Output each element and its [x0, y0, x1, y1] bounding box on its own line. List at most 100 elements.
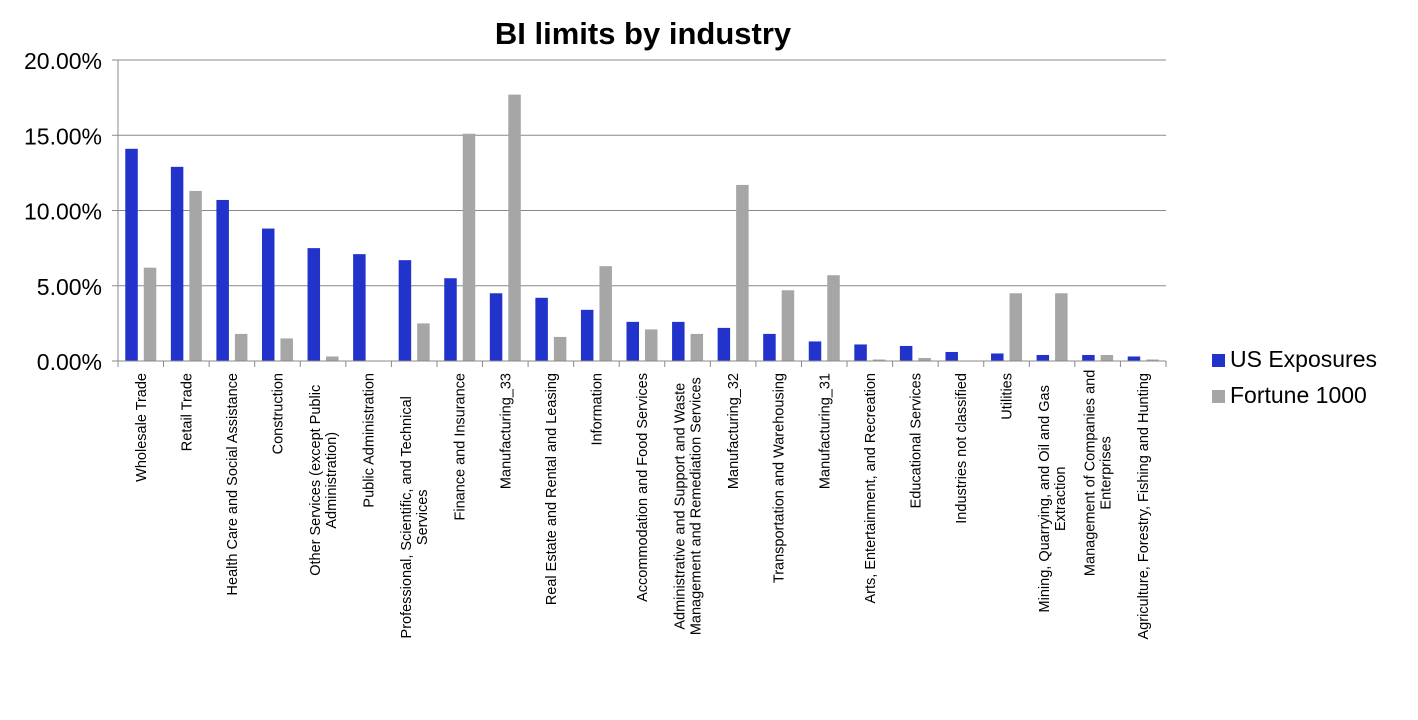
bar-us-exposures: [672, 321, 685, 361]
x-tick-label: Manufacturing_31: [817, 373, 833, 489]
bar-fortune-1000: [1100, 354, 1114, 361]
bar-us-exposures: [1127, 356, 1141, 361]
x-tick-label-line: Administrative and Support and Waste: [673, 383, 689, 630]
bar-us-exposures: [991, 353, 1004, 361]
x-tick-label-line: Public Administration: [362, 373, 378, 508]
bar-us-exposures: [489, 293, 503, 361]
x-tick-label: Manufacturing_33: [498, 373, 514, 489]
bar-fortune-1000: [553, 336, 567, 361]
bar-fortune-1000: [1009, 293, 1023, 361]
bar-us-exposures: [580, 309, 594, 361]
bar-fortune-1000: [781, 290, 795, 361]
bar-us-exposures: [626, 321, 639, 361]
x-tick-label: Health Care and Social Assistance: [225, 373, 241, 595]
x-tick-label-line: Transportation and Warehousing: [772, 373, 788, 583]
x-tick-label: Manufacturing_32: [726, 373, 742, 489]
x-axis-tick-labels: Wholesale Trade Retail Trade Health Care a…: [134, 370, 1152, 640]
bar-us-exposures: [717, 327, 731, 361]
x-tick-label: Arts, Entertainment, and Recreation: [863, 373, 879, 604]
legend-swatch: [1212, 390, 1225, 403]
bar-us-exposures: [170, 166, 184, 361]
bar-fortune-1000: [736, 184, 749, 361]
x-tick-label: Information: [589, 373, 605, 446]
x-tick-label-line: Agriculture, Forestry, Fishing and Hunti…: [1136, 373, 1152, 640]
bar-fortune-1000: [234, 333, 248, 361]
x-tick-label-line: Finance and Insurance: [453, 373, 469, 521]
bar-us-exposures: [535, 297, 548, 361]
bar-fortune-1000: [280, 338, 293, 361]
bar-fortune-1000: [1055, 293, 1068, 361]
bar-us-exposures: [1082, 354, 1095, 361]
y-tick-label: 5.00%: [37, 274, 102, 300]
x-tick-label-line: Information: [589, 373, 605, 446]
bar-us-exposures: [261, 228, 275, 361]
axes: [112, 59, 1167, 367]
x-tick-label: Finance and Insurance: [453, 373, 469, 521]
x-tick-label-line: Arts, Entertainment, and Recreation: [863, 373, 879, 604]
bars: [125, 94, 1159, 362]
bar-fortune-1000: [690, 333, 704, 361]
x-tick-label: Industries not classified: [954, 373, 970, 524]
bar-us-exposures: [854, 344, 867, 361]
bar-us-exposures: [125, 148, 138, 361]
bar-fortune-1000: [462, 133, 476, 361]
x-tick-label-line: Other Services (except Public: [308, 385, 324, 576]
y-tick-label: 20.00%: [24, 48, 102, 74]
x-tick-label: Agriculture, Forestry, Fishing and Hunti…: [1136, 373, 1152, 640]
x-tick-label: Professional, Scientific, and TechnicalS…: [399, 396, 431, 638]
bar-fortune-1000: [508, 94, 521, 362]
bar-us-exposures: [353, 254, 366, 361]
x-tick-label-line: Utilities: [1000, 373, 1016, 420]
x-tick-label: Administrative and Support and WasteMana…: [673, 377, 705, 635]
x-tick-label-line: Wholesale Trade: [134, 373, 150, 482]
legend-label: Fortune 1000: [1230, 382, 1367, 408]
x-tick-label: Utilities: [1000, 373, 1016, 420]
x-tick-label: Wholesale Trade: [134, 373, 150, 482]
x-tick-label: Educational Services: [908, 373, 924, 508]
bar-fortune-1000: [143, 267, 157, 361]
x-tick-label-line: Manufacturing_32: [726, 373, 742, 489]
y-tick-label: 0.00%: [37, 349, 102, 375]
x-tick-label-line: Management and Remediation Services: [689, 377, 705, 635]
x-tick-label-line: Extraction: [1053, 467, 1069, 531]
bar-us-exposures: [808, 341, 822, 361]
x-tick-label: Mining, Quarrying, and Oil and GasExtrac…: [1037, 385, 1069, 612]
x-tick-label-line: Management of Companies and: [1083, 370, 1099, 576]
x-tick-label-line: Manufacturing_31: [817, 373, 833, 489]
x-tick-label: Other Services (except PublicAdministrat…: [308, 385, 340, 576]
bar-us-exposures: [398, 260, 412, 361]
y-tick-label: 15.00%: [24, 123, 102, 149]
bar-fortune-1000: [599, 266, 612, 361]
x-tick-label-line: Enterprises: [1099, 436, 1115, 509]
bar-us-exposures: [1036, 354, 1050, 361]
legend: US Exposures Fortune 1000: [1212, 346, 1377, 408]
bar-fortune-1000: [918, 357, 931, 361]
bar-fortune-1000: [326, 356, 339, 361]
bar-us-exposures: [444, 278, 457, 361]
bar-fortune-1000: [645, 329, 658, 361]
bar-fortune-1000: [872, 359, 886, 361]
x-tick-label: Public Administration: [362, 373, 378, 508]
x-tick-label-line: Professional, Scientific, and Technical: [399, 396, 415, 638]
bar-fortune-1000: [189, 190, 202, 361]
x-tick-label-line: Real Estate and Rental and Leasing: [544, 373, 560, 605]
x-tick-label-line: Construction: [270, 373, 286, 454]
bar-fortune-1000: [1146, 359, 1159, 361]
bar-us-exposures: [307, 248, 321, 361]
bar-us-exposures: [945, 351, 958, 361]
bar-us-exposures: [763, 333, 776, 361]
y-axis-tick-labels: 0.00% 5.00% 10.00% 15.00% 20.00%: [24, 48, 102, 375]
x-tick-label-line: Retail Trade: [179, 373, 195, 451]
gridlines: [118, 59, 1166, 287]
y-tick-label: 10.00%: [24, 199, 102, 225]
x-tick-label: Accommodation and Food Services: [635, 373, 651, 602]
x-tick-label: Construction: [270, 373, 286, 454]
chart-title: BI limits by industry: [495, 16, 792, 51]
bar-us-exposures: [216, 199, 229, 361]
x-tick-label: Management of Companies andEnterprises: [1083, 370, 1115, 576]
legend-swatch: [1212, 354, 1225, 367]
x-tick-label-line: Accommodation and Food Services: [635, 373, 651, 602]
x-tick-label: Transportation and Warehousing: [772, 373, 788, 583]
